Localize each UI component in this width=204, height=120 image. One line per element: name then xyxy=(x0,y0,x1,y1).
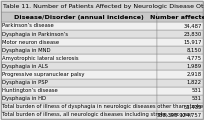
Bar xyxy=(156,12,203,22)
Text: 338,393-924,757: 338,393-924,757 xyxy=(156,112,202,117)
Text: Disease/Disorder (annual incidence): Disease/Disorder (annual incidence) xyxy=(14,15,144,20)
Bar xyxy=(1,95,156,103)
Bar xyxy=(1,70,156,78)
Text: Dysphagia in HD: Dysphagia in HD xyxy=(2,96,47,101)
Bar xyxy=(1,38,156,46)
Bar xyxy=(1,12,156,22)
Text: 531: 531 xyxy=(192,88,202,93)
Text: 8,150: 8,150 xyxy=(186,48,202,53)
Bar xyxy=(1,78,156,87)
Text: Dysphagia in MND: Dysphagia in MND xyxy=(2,48,51,53)
Text: Number affected: Number affected xyxy=(150,15,204,20)
Text: Total burden of illness of dysphagia in neurologic diseases other than stroke: Total burden of illness of dysphagia in … xyxy=(2,104,204,109)
Bar xyxy=(156,111,203,119)
Bar xyxy=(156,78,203,87)
Bar xyxy=(156,22,203,30)
Text: Amyotrophic lateral sclerosis: Amyotrophic lateral sclerosis xyxy=(2,56,79,61)
Text: 4,775: 4,775 xyxy=(186,56,202,61)
Bar xyxy=(156,54,203,62)
Text: Progressive supranuclear palsy: Progressive supranuclear palsy xyxy=(2,72,85,77)
Bar xyxy=(156,70,203,78)
Bar xyxy=(156,46,203,54)
Text: 15,917: 15,917 xyxy=(183,40,202,45)
Bar xyxy=(156,62,203,70)
Text: 1,822: 1,822 xyxy=(186,80,202,85)
Bar xyxy=(156,95,203,103)
Text: 531: 531 xyxy=(192,96,202,101)
Bar xyxy=(1,111,156,119)
Bar xyxy=(156,87,203,95)
Text: Dysphagia in PSP: Dysphagia in PSP xyxy=(2,80,48,85)
Text: Dysphagia in ALS: Dysphagia in ALS xyxy=(2,64,49,69)
Bar xyxy=(1,30,156,38)
Bar xyxy=(1,103,156,111)
Bar xyxy=(1,87,156,95)
Bar xyxy=(1,22,156,30)
Bar xyxy=(1,1,203,12)
Bar xyxy=(1,46,156,54)
Text: Motor neuron disease: Motor neuron disease xyxy=(2,40,60,45)
Text: Total burden of illness, all neurologic diseases including stroke, per year: Total burden of illness, all neurologic … xyxy=(2,112,193,117)
Bar xyxy=(1,54,156,62)
Bar xyxy=(1,62,156,70)
Text: 51,435: 51,435 xyxy=(183,104,202,109)
Text: Parkinson’s disease: Parkinson’s disease xyxy=(2,23,54,28)
Text: Table 11. Number of Patients Affected by Neurologic Disease Other Than Stroke: Table 11. Number of Patients Affected by… xyxy=(3,4,204,9)
Text: Dysphagia in Parkinson’s: Dysphagia in Parkinson’s xyxy=(2,32,69,36)
Text: 2,918: 2,918 xyxy=(186,72,202,77)
Bar xyxy=(156,30,203,38)
Text: 23,830: 23,830 xyxy=(183,32,202,36)
Text: Huntington’s disease: Huntington’s disease xyxy=(2,88,58,93)
Bar xyxy=(156,38,203,46)
Text: 1,989: 1,989 xyxy=(186,64,202,69)
Bar xyxy=(156,103,203,111)
Text: 34,487: 34,487 xyxy=(183,23,202,28)
